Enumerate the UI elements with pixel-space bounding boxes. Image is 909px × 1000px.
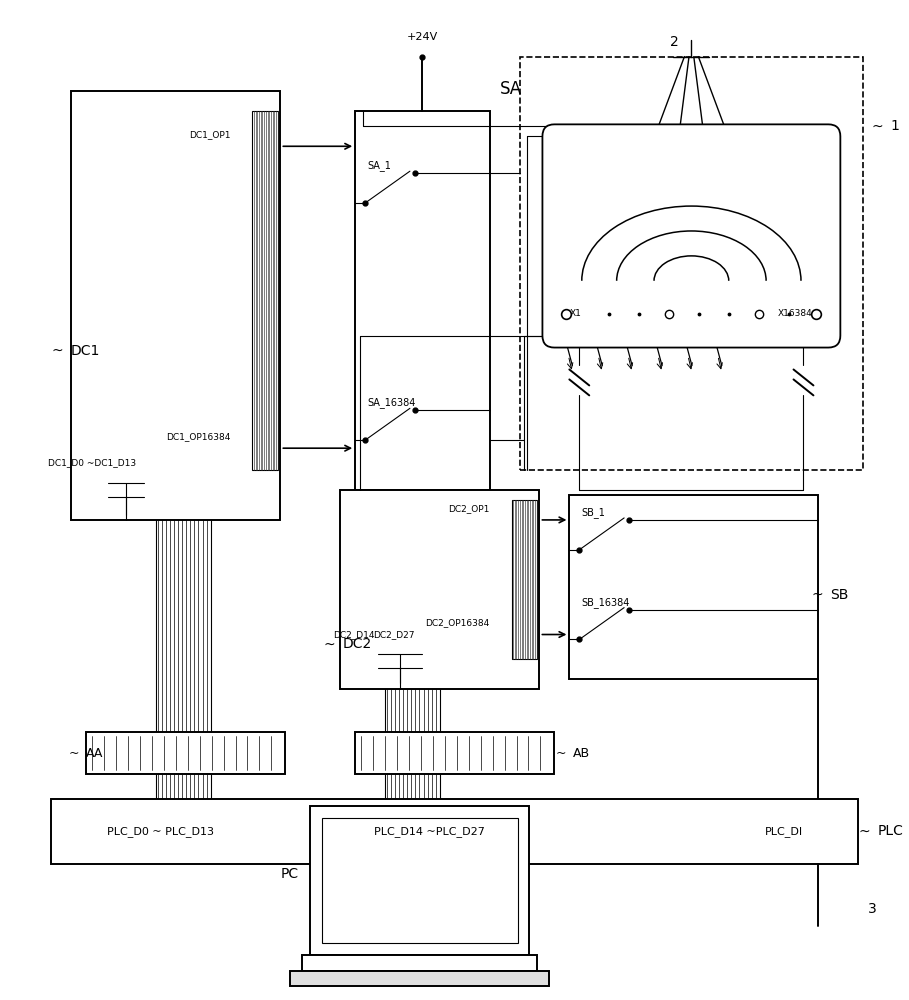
- Text: 3: 3: [868, 902, 877, 916]
- Text: +24V: +24V: [406, 32, 438, 42]
- Bar: [520, 57, 864, 470]
- Bar: [303, 955, 537, 971]
- Text: SA: SA: [500, 80, 522, 98]
- Text: PC: PC: [280, 867, 298, 881]
- Bar: [71, 91, 280, 520]
- Text: DC2: DC2: [342, 637, 372, 651]
- Text: PLC_D14 ~PLC_D27: PLC_D14 ~PLC_D27: [375, 826, 485, 837]
- Text: ~: ~: [812, 588, 824, 602]
- Text: DC1_OP1: DC1_OP1: [189, 130, 231, 139]
- Text: PLC_D0 ~ PLC_D13: PLC_D0 ~ PLC_D13: [107, 826, 215, 837]
- Text: DC2_OP16384: DC2_OP16384: [425, 619, 490, 628]
- Text: PLC: PLC: [877, 824, 904, 838]
- Text: 1: 1: [890, 119, 899, 133]
- Text: 2: 2: [670, 35, 678, 49]
- Text: ~: ~: [324, 637, 335, 651]
- Bar: [340, 490, 539, 689]
- Text: DC2_OP1: DC2_OP1: [448, 504, 490, 513]
- Text: SA_16384: SA_16384: [367, 397, 415, 408]
- Text: AB: AB: [574, 747, 591, 760]
- Text: SA_1: SA_1: [367, 160, 391, 171]
- Bar: [310, 806, 529, 955]
- Bar: [512, 500, 537, 659]
- Bar: [253, 111, 278, 470]
- Text: DC1_OP16384: DC1_OP16384: [166, 432, 231, 441]
- Text: SB_16384: SB_16384: [581, 597, 630, 608]
- Text: SB_1: SB_1: [581, 507, 605, 518]
- Text: AA: AA: [86, 747, 104, 760]
- Bar: [51, 799, 858, 864]
- Text: X16384: X16384: [778, 309, 813, 318]
- Bar: [86, 732, 285, 774]
- Bar: [569, 495, 818, 679]
- Text: DC1_D0 ~DC1_D13: DC1_D0 ~DC1_D13: [48, 458, 136, 467]
- Text: ~: ~: [68, 747, 79, 760]
- Text: ~: ~: [52, 344, 63, 358]
- Text: DC1: DC1: [70, 344, 99, 358]
- Bar: [322, 818, 517, 943]
- Text: ~: ~: [555, 747, 566, 760]
- Text: SB: SB: [831, 588, 849, 602]
- Bar: [290, 971, 549, 986]
- Text: PLC_DI: PLC_DI: [764, 826, 803, 837]
- Bar: [355, 111, 490, 490]
- Text: ~: ~: [872, 119, 884, 133]
- FancyBboxPatch shape: [543, 124, 840, 348]
- Bar: [355, 732, 554, 774]
- Text: DC2_D27: DC2_D27: [374, 630, 415, 639]
- Text: ~: ~: [859, 824, 870, 838]
- Text: X1: X1: [569, 309, 581, 318]
- Text: DC2_D14: DC2_D14: [334, 630, 375, 639]
